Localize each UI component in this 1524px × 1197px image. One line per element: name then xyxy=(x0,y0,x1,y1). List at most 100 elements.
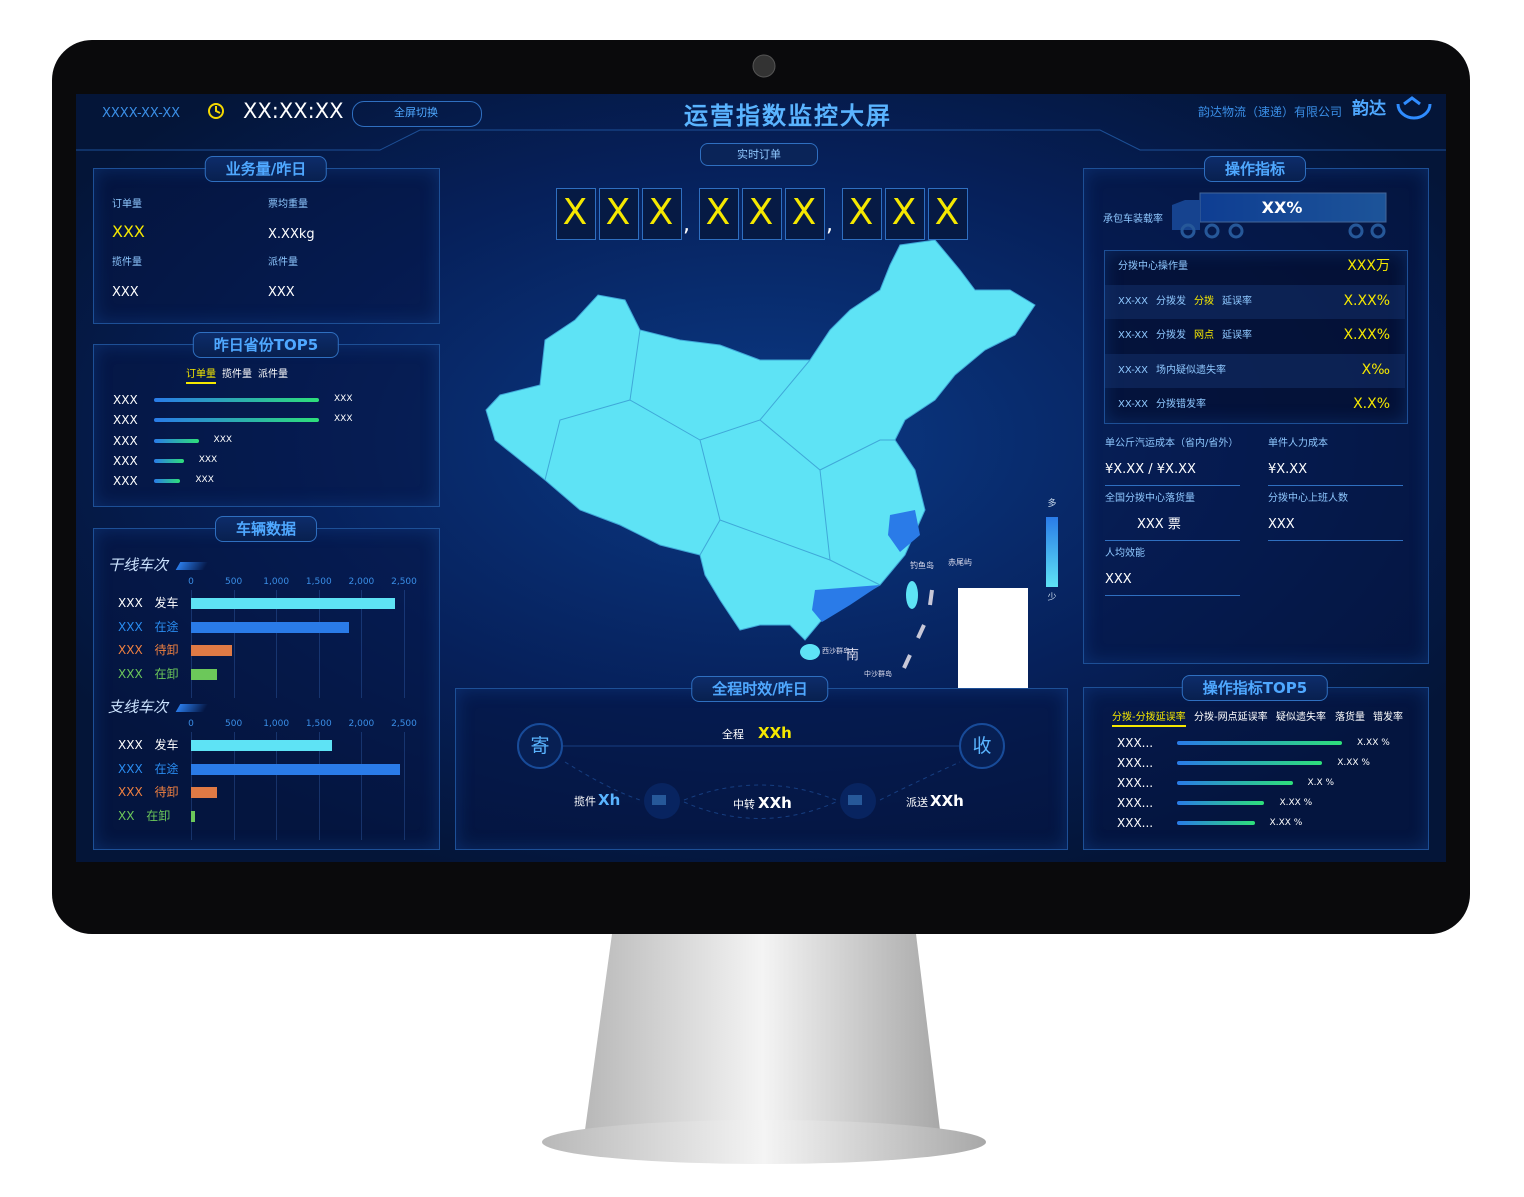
logo: 韵达 xyxy=(1352,101,1386,118)
row-text: 延误率 xyxy=(1222,331,1252,341)
tab[interactable]: 疑似遗失率 xyxy=(1276,713,1326,723)
tab[interactable]: 分拨-网点延误率 xyxy=(1194,713,1268,723)
counter-digit: X xyxy=(849,195,874,231)
tab[interactable]: 错发率 xyxy=(1373,713,1403,723)
category-label: XXX 在途 xyxy=(118,621,178,633)
counter-digit: X xyxy=(792,195,817,231)
row-text: 分拨错发率 xyxy=(1156,400,1206,410)
metric-label: 单公斤汽运成本（省内/省外） xyxy=(1105,439,1238,449)
x-tick-label: 2,500 xyxy=(391,578,417,587)
inset-map xyxy=(958,588,1028,688)
tab[interactable]: 订单量 xyxy=(186,370,216,384)
category-label: XXX 发车 xyxy=(118,597,178,609)
underline xyxy=(1105,540,1240,541)
row-bg xyxy=(1105,354,1405,388)
row-name: XXX xyxy=(113,414,138,426)
category-label: XXX 待卸 xyxy=(118,644,178,656)
camera xyxy=(753,55,775,77)
metric-label: 全国分拨中心落货量 xyxy=(1105,494,1195,504)
toggle-label[interactable]: 全屏切换 xyxy=(394,107,438,118)
row-value: X.XX % xyxy=(1270,819,1303,828)
category-label: XXX 在卸 xyxy=(118,668,178,680)
pickup: Xh xyxy=(598,793,620,808)
send: 寄 xyxy=(530,737,549,756)
taiwan xyxy=(906,581,918,609)
bar xyxy=(154,439,199,443)
chart-title: 干线车次 xyxy=(108,558,168,573)
legend-label: 多 xyxy=(1047,500,1056,509)
underline xyxy=(1268,540,1403,541)
x-tick-label: 0 xyxy=(188,578,194,587)
row-name: XXX xyxy=(113,455,138,467)
tab[interactable]: 落货量 xyxy=(1335,713,1365,723)
row-value: X‰ xyxy=(1362,363,1390,377)
x-tick-label: 2,000 xyxy=(349,720,375,729)
bar xyxy=(191,787,217,798)
bar xyxy=(154,459,184,463)
row-value: X.XX% xyxy=(1343,294,1390,308)
bar xyxy=(154,398,319,402)
bar xyxy=(1177,821,1255,825)
counter-digit: X xyxy=(935,195,960,231)
row-text: 场内疑似遗失率 xyxy=(1156,366,1226,376)
metric-label: 派件量 xyxy=(268,258,298,268)
metric-value: XXX 票 xyxy=(1137,518,1181,531)
counter-digit: X xyxy=(649,195,674,231)
bar xyxy=(191,622,349,633)
row-value: X.XX % xyxy=(1357,739,1390,748)
load-label: 承包车装载率 xyxy=(1103,215,1163,225)
grid-line xyxy=(404,590,405,698)
total-label: 全程 xyxy=(722,729,744,740)
stand-base xyxy=(542,1120,986,1164)
counter-digit: X xyxy=(892,195,917,231)
deliver: XXh xyxy=(930,794,964,809)
panel-title: 昨日省份TOP5 xyxy=(193,332,339,358)
map-label: 南 xyxy=(846,649,859,662)
deliver-label: 派送 xyxy=(906,797,928,808)
row-name: XXX xyxy=(113,394,138,406)
metric-value: XXX xyxy=(112,224,145,240)
transfer-label: 中转 xyxy=(733,799,755,810)
total: XXh xyxy=(758,726,792,741)
row-text: 分拨 xyxy=(1194,297,1214,307)
underline xyxy=(1105,485,1240,486)
x-tick-label: 1,500 xyxy=(306,720,332,729)
row-value: XXX xyxy=(199,456,218,465)
counter-comma: , xyxy=(826,214,833,236)
load-value: XX% xyxy=(1262,200,1303,216)
subtitle: 实时订单 xyxy=(700,143,818,166)
row-value: XXX xyxy=(195,476,214,485)
row-name: XXX... xyxy=(1117,757,1153,769)
counter-digit: X xyxy=(563,195,588,231)
pickup-label: 揽件 xyxy=(574,796,596,807)
hainan xyxy=(800,644,820,660)
counter-digit: X xyxy=(706,195,731,231)
row-text: XX-XX xyxy=(1118,297,1148,307)
row-name: XXX... xyxy=(1117,797,1153,809)
metric-value: XXX xyxy=(1268,518,1295,531)
tab[interactable]: 揽件量 xyxy=(222,370,252,380)
row-name: XXX xyxy=(113,475,138,487)
metric-label: 订单量 xyxy=(112,200,142,210)
x-tick-label: 0 xyxy=(188,720,194,729)
metric-value: XXX xyxy=(1105,573,1132,586)
panel-title: 操作指标TOP5 xyxy=(1182,675,1328,701)
row-text: 分拨发 xyxy=(1156,297,1186,307)
receive: 收 xyxy=(972,737,991,756)
tab[interactable]: 派件量 xyxy=(258,370,288,380)
counter-digit: X xyxy=(749,195,774,231)
row-name: XXX... xyxy=(1117,777,1153,789)
map-label: 中沙群岛 xyxy=(864,671,892,678)
row-text: XX-XX xyxy=(1118,331,1148,341)
title-deco xyxy=(176,562,209,570)
row-name: XXX... xyxy=(1117,817,1153,829)
bar xyxy=(191,669,217,680)
row-name: XXX... xyxy=(1117,737,1153,749)
category-label: XXX 在途 xyxy=(118,763,178,775)
row-text: 分拨发 xyxy=(1156,331,1186,341)
x-tick-label: 500 xyxy=(225,720,242,729)
row-name: XXX xyxy=(113,435,138,447)
row-value: XXX xyxy=(334,395,353,404)
row-value: X.XX % xyxy=(1337,759,1370,768)
tab[interactable]: 分拨-分拨延误率 xyxy=(1112,713,1186,727)
